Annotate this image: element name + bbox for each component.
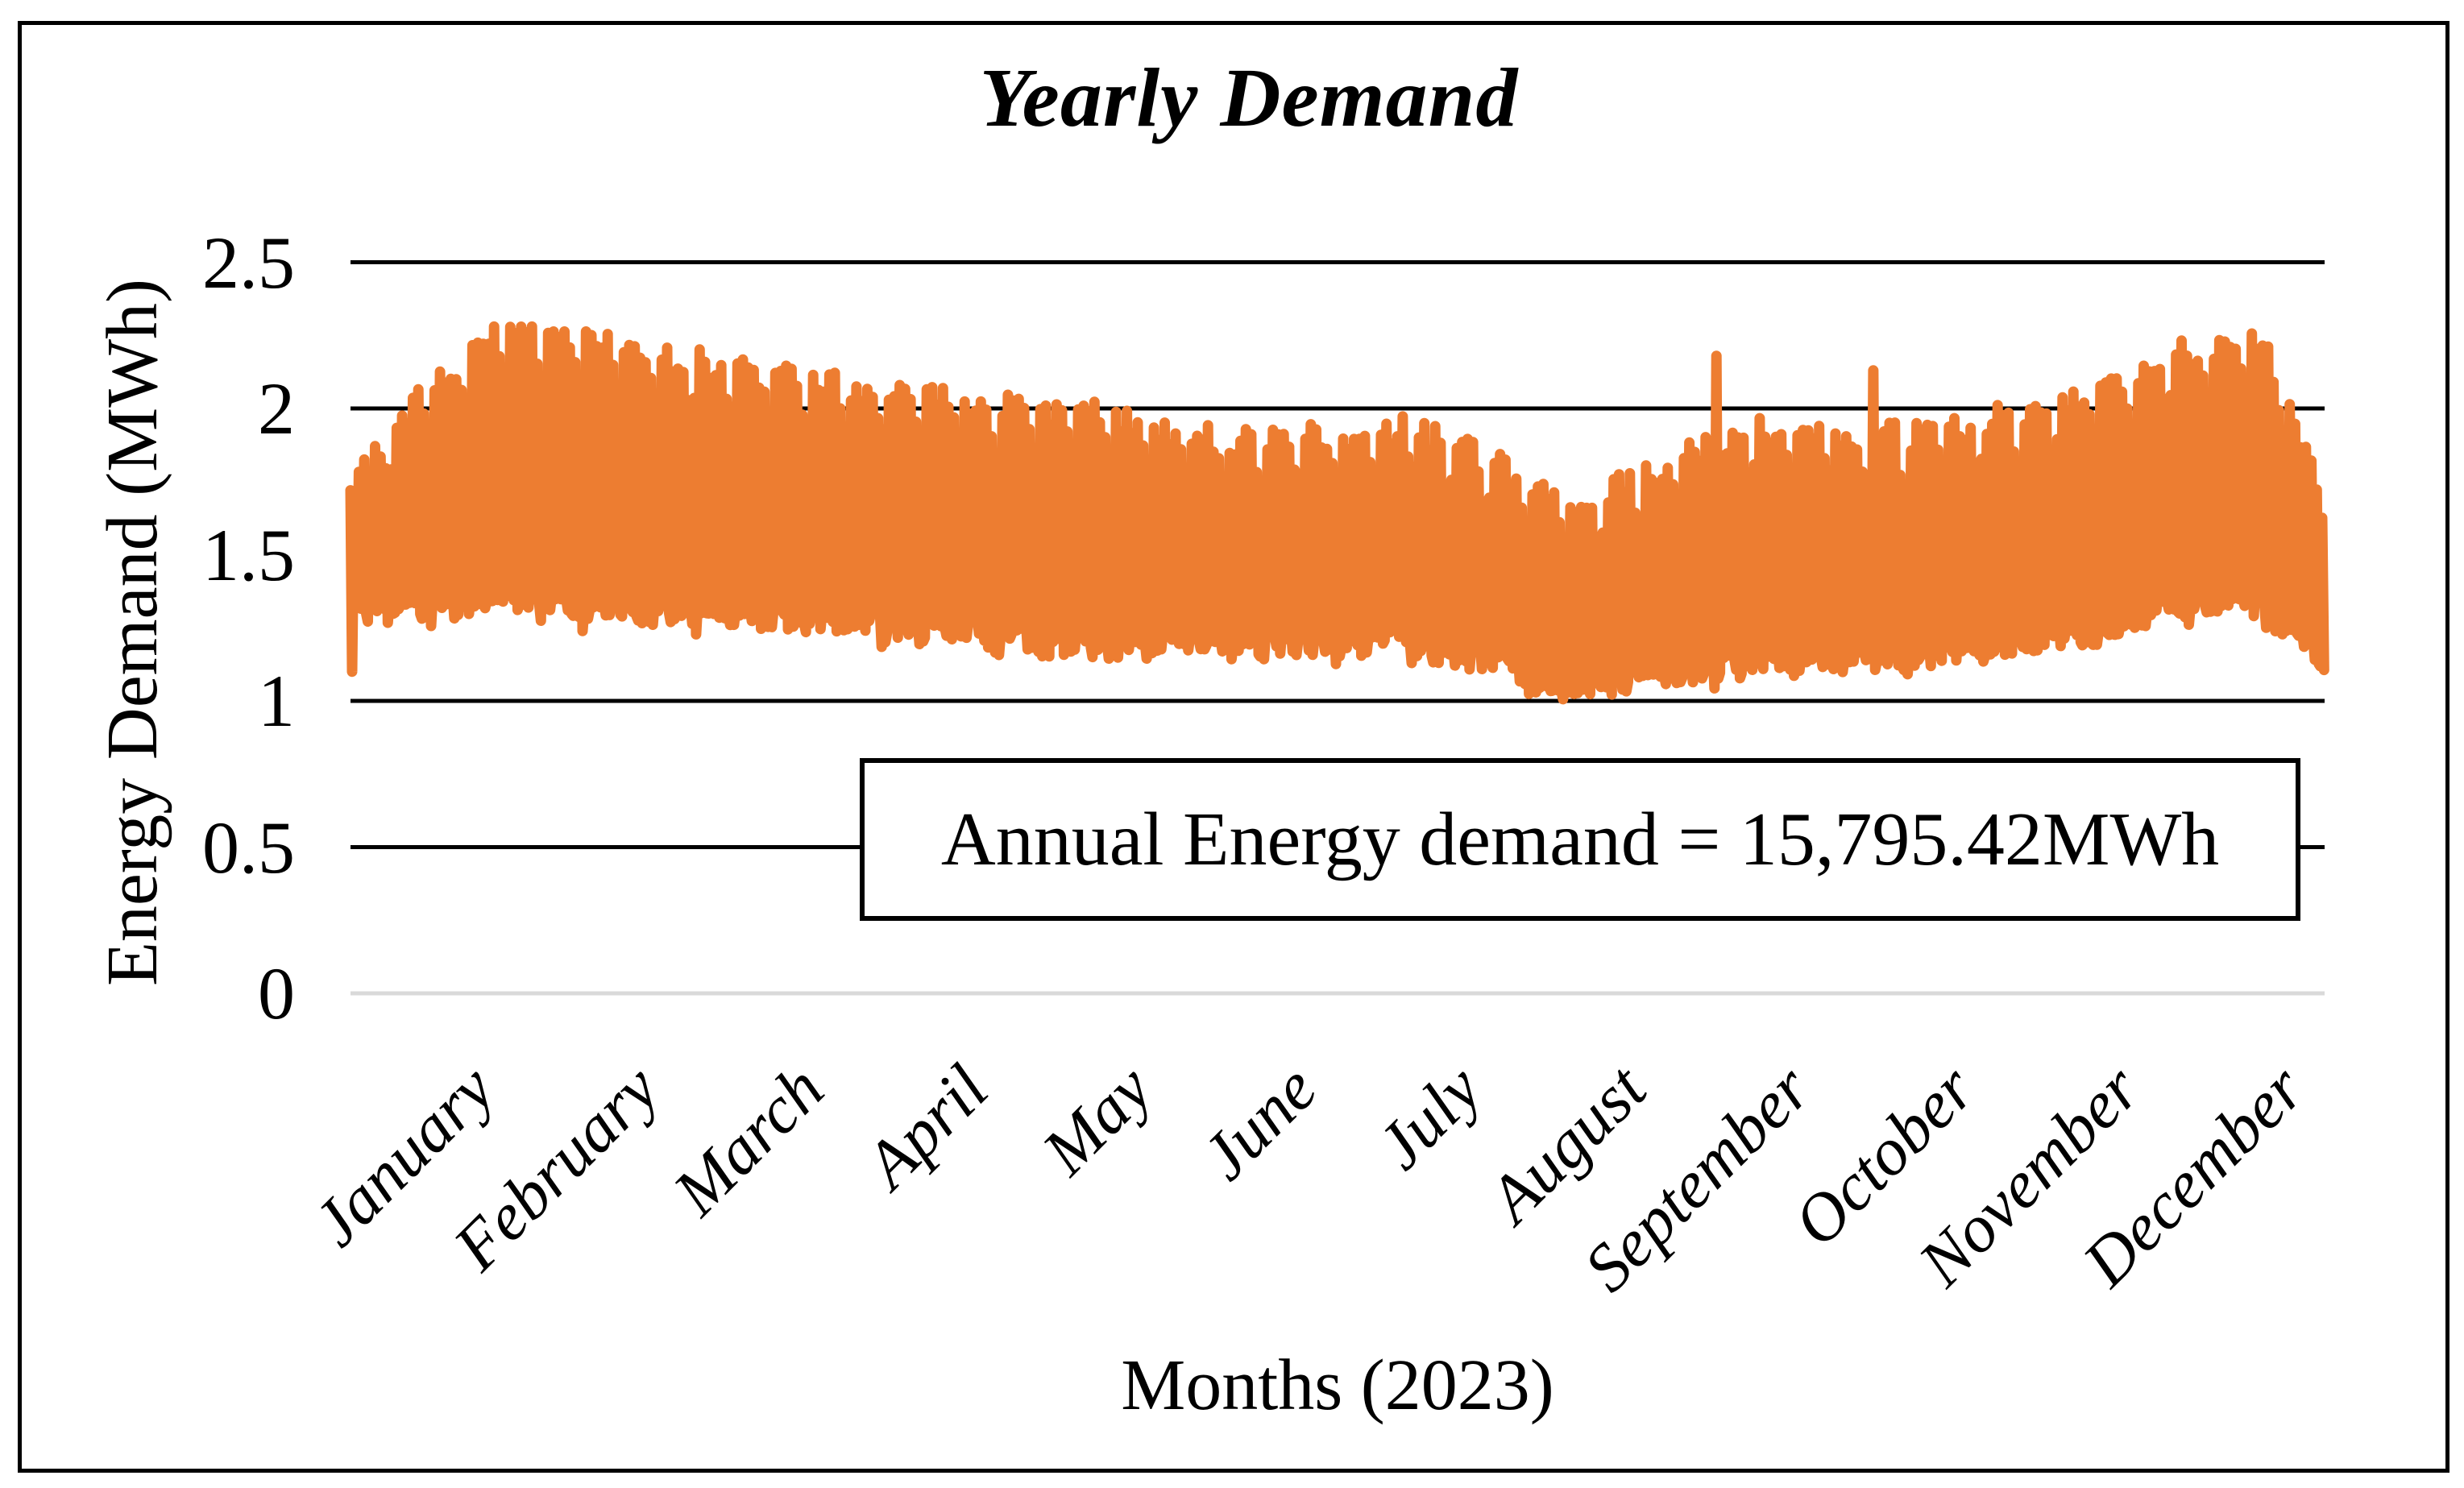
y-tick-label: 0 xyxy=(258,952,295,1034)
y-tick-label: 0.5 xyxy=(202,806,295,889)
x-axis-title: Months (2023) xyxy=(1121,1345,1554,1425)
annual-demand-annotation-box: Annual Energy demand = 15,795.42MWh xyxy=(860,758,2300,921)
y-tick-label: 2 xyxy=(258,367,295,450)
chart-title: Yearly Demand xyxy=(979,52,1519,144)
y-tick-label: 1 xyxy=(258,660,295,742)
demand-series-line xyxy=(345,321,2329,705)
y-tick-label: 1.5 xyxy=(202,513,295,596)
y-axis-title: Energy Demand (MWh) xyxy=(93,278,172,987)
y-tick-label: 2.5 xyxy=(202,221,295,304)
annual-demand-annotation-text: Annual Energy demand = 15,795.42MWh xyxy=(940,798,2220,881)
